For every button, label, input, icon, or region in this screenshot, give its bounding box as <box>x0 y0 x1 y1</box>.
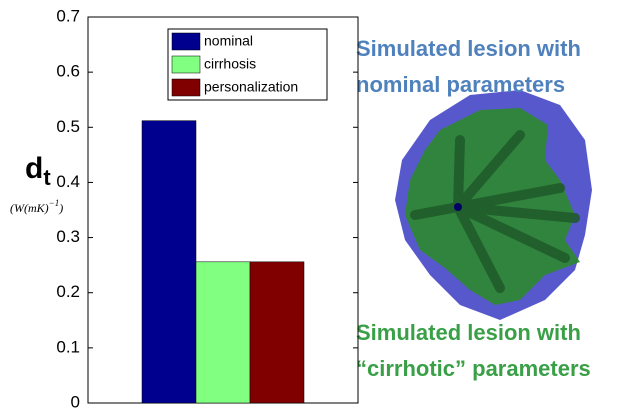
y-unit-base: (W(mK) <box>10 201 49 215</box>
y-tick-label: 0.4 <box>56 172 80 191</box>
bar <box>141 120 197 404</box>
y-label-sub: t <box>43 165 51 190</box>
annotation: Simulated lesion with <box>356 320 581 345</box>
legend-swatch <box>171 55 201 74</box>
y-tick-label: 0.3 <box>56 227 80 246</box>
y-tick-label: 0.6 <box>56 62 80 81</box>
y-tick-label: 0.5 <box>56 117 80 136</box>
legend-label: cirrhosis <box>204 56 256 72</box>
lesion-image <box>395 90 592 320</box>
legend-label: nominal <box>204 33 253 49</box>
y-unit: (W(mK)−1) <box>10 198 63 215</box>
legend-label: personalization <box>204 79 298 95</box>
y-tick-label: 0.7 <box>56 6 80 25</box>
y-label-main: d <box>25 152 43 185</box>
legend-swatch <box>171 78 201 97</box>
legend-swatch <box>171 32 201 51</box>
bar <box>195 261 251 404</box>
y-label: dt <box>25 152 51 190</box>
y-tick-label: 0.1 <box>56 337 80 356</box>
y-unit-sup: −1 <box>49 198 60 208</box>
y-tick-label: 0.2 <box>56 282 80 301</box>
annotation: “cirrhotic” parameters <box>356 356 591 381</box>
annotations: Simulated lesion with nominal parameters S… <box>356 36 591 381</box>
y-unit-close: ) <box>58 201 63 215</box>
bar <box>249 261 305 404</box>
y-tick-label: 0 <box>71 392 80 411</box>
annotation: nominal parameters <box>356 72 565 97</box>
annotation: Simulated lesion with <box>356 36 581 61</box>
